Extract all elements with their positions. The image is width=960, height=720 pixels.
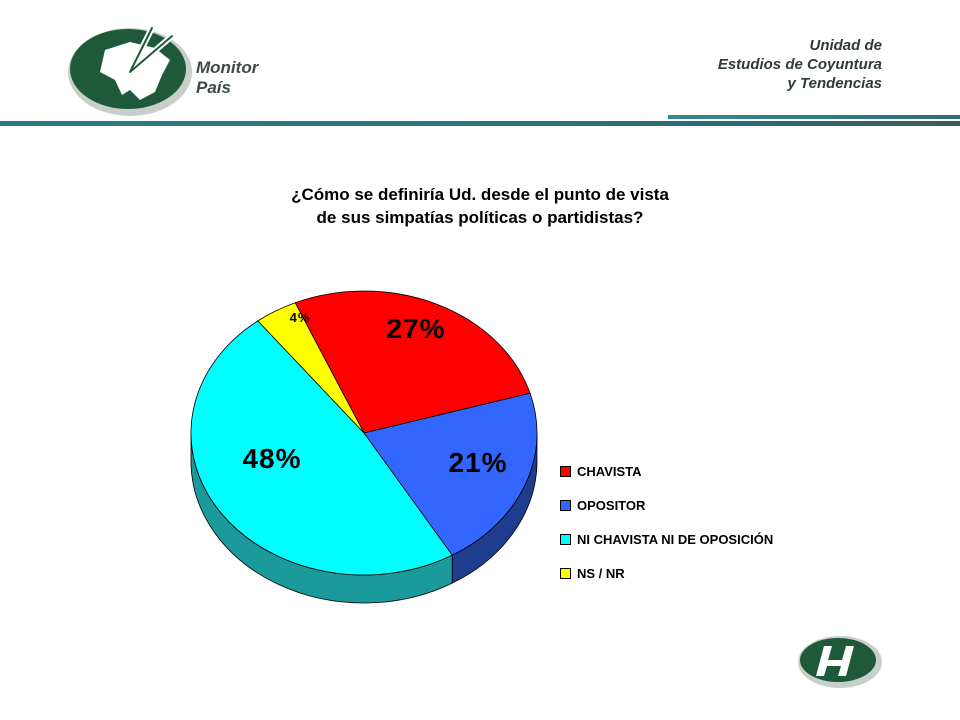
legend-item: CHAVISTA xyxy=(560,454,773,488)
legend-label: CHAVISTA xyxy=(577,463,642,479)
legend-swatch xyxy=(560,465,571,477)
pie-data-label: 4% xyxy=(290,310,311,325)
pie-slice xyxy=(190,320,453,576)
monitor-pais-logo xyxy=(68,25,192,116)
header-accent-line xyxy=(668,115,960,119)
logo-line-2: País xyxy=(196,78,231,97)
legend-item: OPOSITOR xyxy=(560,488,773,522)
legend-swatch xyxy=(560,499,571,511)
chart-title: ¿Cómo se definiría Ud. desde el punto de… xyxy=(230,183,730,229)
legend-item: NS / NR xyxy=(560,556,773,590)
logo-text: Monitor País xyxy=(196,58,258,98)
legend: CHAVISTA OPOSITOR NI CHAVISTA NI DE OPOS… xyxy=(560,454,773,590)
unit-text: Unidad de Estudios de Coyuntura y Tenden… xyxy=(718,36,882,93)
pie-slice xyxy=(257,302,365,434)
chart-title-line-2: de sus simpatías políticas o partidistas… xyxy=(316,208,644,227)
footer-logo xyxy=(798,636,882,688)
legend-swatch xyxy=(560,533,571,545)
unit-line-3: y Tendencias xyxy=(787,75,882,92)
unit-line-1: Unidad de xyxy=(809,37,882,54)
legend-item: NI CHAVISTA NI DE OPOSICIÓN xyxy=(560,522,773,556)
logo-line-1: Monitor xyxy=(196,58,259,77)
legend-label: NS / NR xyxy=(577,565,625,581)
pie-data-label: 48% xyxy=(242,443,301,474)
unit-line-2: Estudios de Coyuntura xyxy=(717,56,882,73)
header: Monitor País Unidad de Estudios de Coyun… xyxy=(0,0,960,130)
pie-slice xyxy=(294,290,531,434)
pie-slice xyxy=(363,392,538,556)
pie-data-label: 21% xyxy=(448,447,507,478)
header-divider xyxy=(0,121,960,126)
legend-label: NI CHAVISTA NI DE OPOSICIÓN xyxy=(577,531,774,547)
pie-data-label: 27% xyxy=(386,313,445,344)
legend-label: OPOSITOR xyxy=(577,497,646,513)
legend-swatch xyxy=(560,567,571,579)
chart-title-line-1: ¿Cómo se definiría Ud. desde el punto de… xyxy=(291,185,669,204)
